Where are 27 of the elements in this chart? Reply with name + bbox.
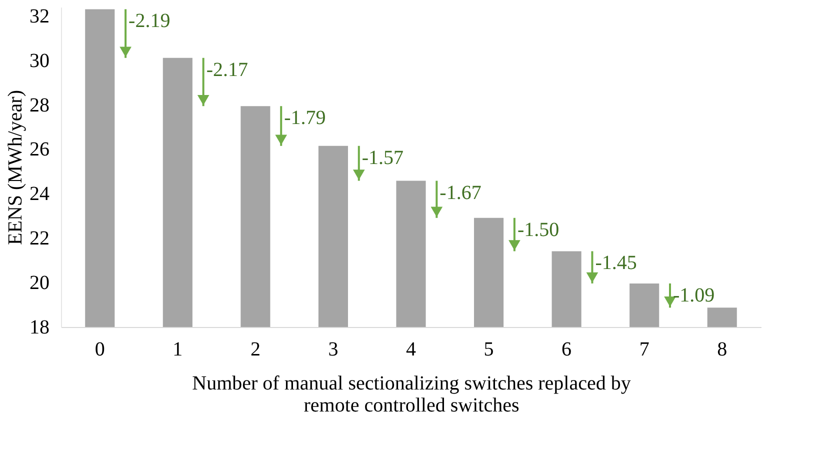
annotation: -1.50 bbox=[517, 218, 560, 241]
y-tick-label: 20 bbox=[30, 272, 50, 294]
x-tick-label: 6 bbox=[562, 338, 572, 360]
annotation: -1.45 bbox=[595, 252, 637, 274]
y-tick-label: 30 bbox=[30, 50, 50, 72]
annotation: -1.79 bbox=[284, 107, 326, 130]
y-tick-label: 22 bbox=[30, 228, 50, 250]
x-tick-label: 8 bbox=[717, 338, 728, 360]
y-tick-label: 32 bbox=[30, 5, 50, 28]
y-tick-label: 28 bbox=[30, 94, 50, 116]
y-tick-label: 18 bbox=[30, 316, 50, 338]
y-tick-label: 26 bbox=[30, 138, 50, 161]
y-tick-label: 24 bbox=[30, 183, 50, 206]
x-tick-label: 2 bbox=[250, 338, 260, 360]
annotation: -2.19 bbox=[128, 10, 170, 32]
annotation: -1.57 bbox=[362, 146, 404, 169]
annotation: -1.67 bbox=[440, 182, 482, 204]
x-tick-label: 5 bbox=[484, 338, 494, 360]
y-axis-title: EENS (MWh/year) bbox=[4, 90, 26, 245]
x-tick-label: 0 bbox=[94, 338, 105, 360]
annotation: -2.17 bbox=[206, 58, 248, 81]
x-tick-label: 3 bbox=[328, 338, 338, 360]
annotation: -1.09 bbox=[673, 284, 715, 306]
x-tick-label: 4 bbox=[406, 338, 416, 360]
x-tick-label: 1 bbox=[172, 338, 183, 360]
x-tick-label: 7 bbox=[639, 338, 650, 360]
x-axis-title: Number of manual sectionalizing switches replaced by remote controlled switches bbox=[192, 372, 631, 416]
